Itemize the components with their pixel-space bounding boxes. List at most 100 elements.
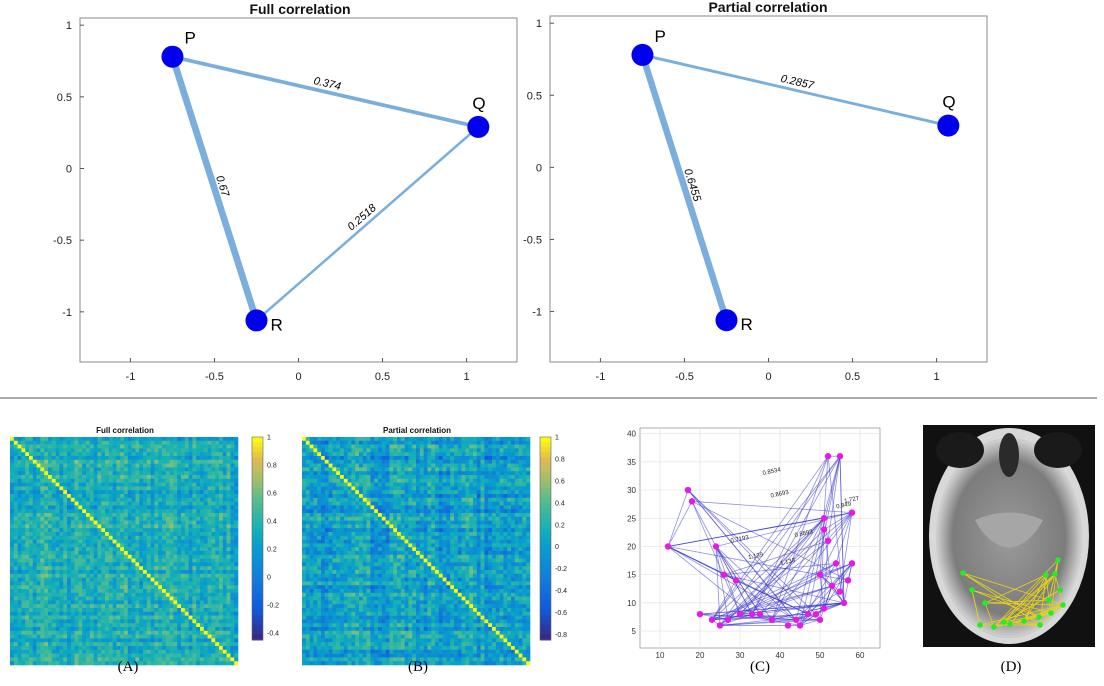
heatmap-b-cell [309, 482, 314, 487]
heatmap-b-cell [313, 463, 318, 468]
heatmap-a-cell [112, 638, 117, 643]
colorbar-a-tick: 0 [267, 575, 271, 582]
heatmap-b-cell [362, 513, 367, 518]
heatmap-a-cell [200, 638, 205, 643]
heatmap-a-cell [222, 444, 227, 449]
heatmap-a-cell [211, 585, 216, 590]
heatmap-b-cell [469, 452, 474, 457]
heatmap-b-cell [370, 501, 375, 506]
heatmap-a-cell [51, 494, 56, 499]
heatmap-b-cell [355, 448, 360, 453]
heatmap-b-cell [302, 475, 307, 480]
heatmap-a-cell [86, 539, 91, 544]
heatmap-a-cell [74, 630, 79, 635]
heatmap-a-cell [200, 494, 205, 499]
heatmap-b-cell [495, 478, 500, 483]
heatmap-a-cell [226, 592, 231, 597]
heatmap-a-cell [124, 475, 129, 480]
heatmap-b-cell [526, 490, 531, 495]
heatmap-a-cell [29, 562, 34, 567]
heatmap-b-cell [484, 482, 489, 487]
heatmap-b-cell [488, 459, 493, 464]
heatmap-b-cell [324, 494, 329, 499]
heatmap-a-cell [59, 570, 64, 575]
heatmap-a-cell [44, 619, 49, 624]
heatmap-a-cell [86, 456, 91, 461]
heatmap-b-cell [507, 463, 512, 468]
heatmap-a-cell [51, 642, 56, 647]
heatmap-a-cell [78, 547, 83, 552]
heatmap-a-cell [55, 589, 60, 594]
heatmap-a-cell [13, 642, 18, 647]
heatmap-a-cell [116, 524, 121, 529]
heatmap-a-cell [97, 604, 102, 609]
heatmap-b-cell [423, 513, 428, 518]
heatmap-a-cell [97, 505, 102, 510]
heatmap-a-cell [127, 585, 132, 590]
heatmap-a-cell [97, 467, 102, 472]
heatmap-b-cell [476, 497, 481, 502]
heatmap-b-cell [480, 505, 485, 510]
heatmap-a-cell [32, 463, 37, 468]
heatmap-a-cell [131, 657, 136, 662]
heatmap-a-cell [188, 539, 193, 544]
heatmap-a-cell [131, 539, 136, 544]
heatmap-b-cell [427, 440, 432, 445]
heatmap-b-cell [328, 463, 333, 468]
heatmap-b-cell [324, 437, 329, 442]
heatmap-a-cell [67, 440, 72, 445]
heatmap-b-cell [397, 505, 402, 510]
heatmap-b-cell [480, 475, 485, 480]
heatmap-a-cell [158, 478, 163, 483]
heatmap-a-cell [169, 471, 174, 476]
heatmap-a-cell [40, 482, 45, 487]
heatmap-b-cell [416, 505, 421, 510]
heatmap-b-cell [374, 501, 379, 506]
heatmap-b-cell [454, 497, 459, 502]
heatmap-a-cell [55, 532, 60, 537]
heatmap-a-cell [105, 520, 110, 525]
heatmap-a-cell [222, 456, 227, 461]
heatmap-a-cell [44, 566, 49, 571]
heatmap-b-cell [476, 444, 481, 449]
heatmap-a-cell [29, 535, 34, 540]
heatmap-b-cell [526, 471, 531, 476]
heatmap-b-cell [522, 494, 527, 499]
heatmap-a-cell [44, 456, 49, 461]
heatmap-a-cell [55, 630, 60, 635]
heatmap-a-cell [146, 573, 151, 578]
heatmap-a-cell [44, 520, 49, 525]
heatmap-a-cell [219, 630, 224, 635]
heatmap-a-cell [222, 646, 227, 651]
colorbar-a-segment [252, 492, 263, 499]
heatmap-a-cell [143, 634, 148, 639]
heatmap-a-cell [184, 467, 189, 472]
heatmap-b-cell [526, 463, 531, 468]
heatmap-a-cell [44, 608, 49, 613]
heatmap-a-cell [120, 478, 125, 483]
heatmap-a-cell [86, 661, 91, 666]
heatmap-a-cell [93, 646, 98, 651]
heatmap-a-cell [36, 547, 41, 552]
heatmap-a-cell [89, 577, 94, 582]
heatmap-a-cell [74, 463, 79, 468]
heatmap-a-cell [215, 532, 220, 537]
heatmap-a-cell [154, 585, 159, 590]
heatmap-b-cell [416, 467, 421, 472]
heatmap-a-cell [207, 611, 212, 616]
heatmap-a-cell [203, 478, 208, 483]
heatmap-a-cell [40, 630, 45, 635]
heatmap-b-cell [473, 459, 478, 464]
heatmap-a-cell [135, 505, 140, 510]
heatmap-a-cell [143, 562, 148, 567]
heatmap-a-cell [165, 459, 170, 464]
heatmap-b-cell [317, 475, 322, 480]
heatmap-a-cell [120, 490, 125, 495]
heatmap-a-cell [146, 501, 151, 506]
heatmap-a-cell [135, 440, 140, 445]
heatmap-a-cell [108, 630, 113, 635]
heatmap-a-cell [44, 532, 49, 537]
heatmap-a-cell [226, 611, 231, 616]
heatmap-a-cell [230, 661, 235, 666]
heatmap-a-cell [70, 615, 75, 620]
